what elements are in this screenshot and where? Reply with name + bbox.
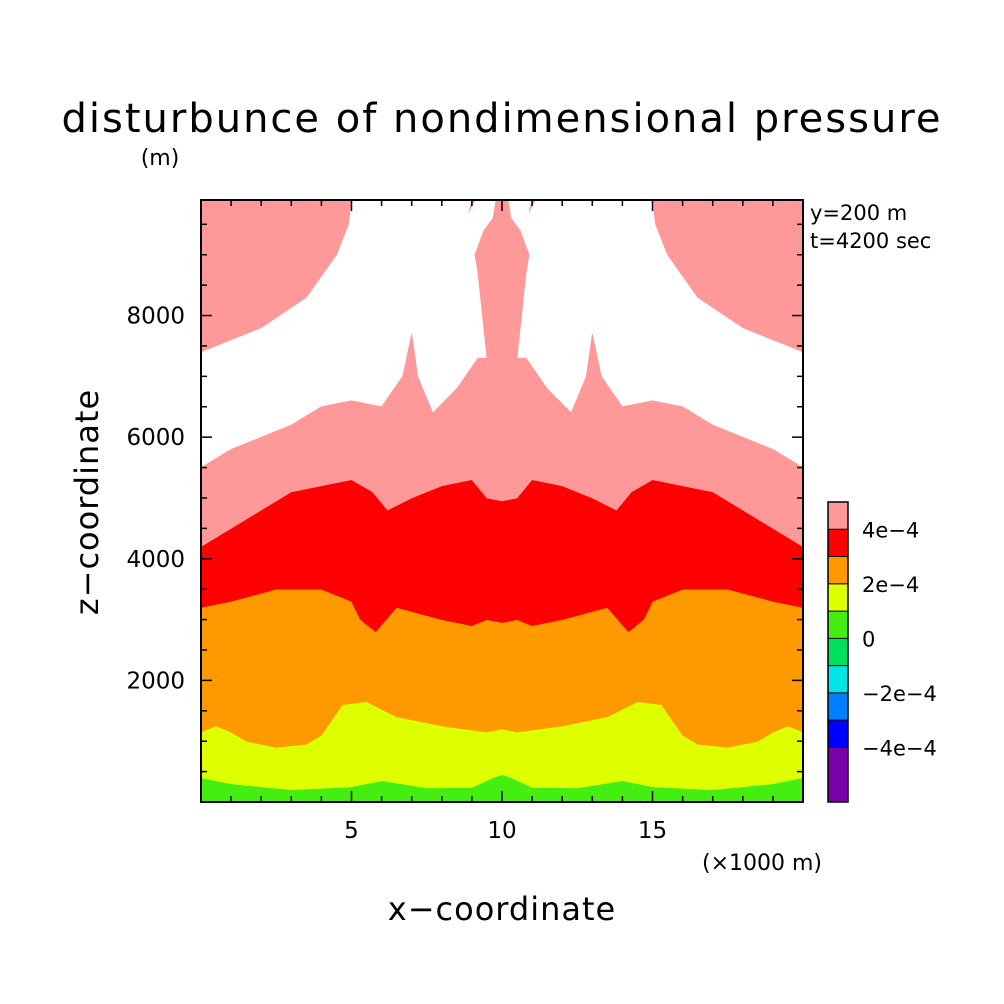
colorbar: [827, 501, 849, 803]
contour-region-8: [468, 200, 476, 213]
colorbar-swatch: [828, 556, 848, 584]
y-tick-labels: 2000 4000 6000 8000: [126, 304, 185, 695]
unit-label: (m): [141, 146, 180, 171]
y-tick-label: 8000: [126, 304, 185, 330]
y-tick-label: 4000: [126, 547, 185, 573]
x-axis-label: x−coordinate: [388, 890, 616, 928]
colorbar-swatch: [828, 583, 848, 612]
x-tick-labels: 5 10 15: [344, 818, 667, 844]
colorbar-labels: 4e−4 2e−4 0 −2e−4 −4e−4: [862, 518, 937, 760]
colorbar-swatch: [828, 502, 848, 530]
contour-region-7: [652, 200, 803, 353]
colorbar-swatch: [828, 692, 848, 721]
colorbar-swatch: [828, 720, 848, 748]
colorbar-swatch: [828, 665, 848, 693]
colorbar-tick-label: 2e−4: [862, 573, 919, 597]
axis-ticks: [201, 200, 803, 802]
contour-regions: [201, 200, 803, 802]
y-tick-label: 6000: [126, 425, 185, 451]
colorbar-swatch: [828, 747, 848, 802]
x-tick-label: 10: [487, 818, 516, 844]
colorbar-tick-label: −4e−4: [862, 736, 937, 760]
colorbar-swatch: [828, 611, 848, 639]
x-unit-label: (×1000 m): [702, 851, 822, 876]
colorbar-tick-label: −2e−4: [862, 682, 937, 706]
x-tick-label: 5: [344, 818, 359, 844]
contour-region-9: [528, 200, 536, 213]
colorbar-frame: [827, 501, 849, 803]
contour-region-4: [201, 303, 803, 547]
y-tick-label: 2000: [126, 668, 185, 694]
colorbar-swatch: [828, 638, 848, 666]
contour-region-6: [201, 200, 352, 353]
annotation-y: y=200 m: [810, 201, 907, 225]
contour-region-5: [474, 200, 530, 359]
chart-title: disturbunce of nondimensional pressure: [62, 96, 943, 142]
colorbar-tick-label: 0: [862, 627, 875, 651]
annotation-t: t=4200 sec: [810, 229, 931, 253]
y-axis-label: z−coordinate: [68, 389, 106, 615]
colorbar-tick-label: 4e−4: [862, 518, 919, 542]
colorbar-swatch: [828, 529, 848, 557]
x-tick-label: 15: [638, 818, 667, 844]
